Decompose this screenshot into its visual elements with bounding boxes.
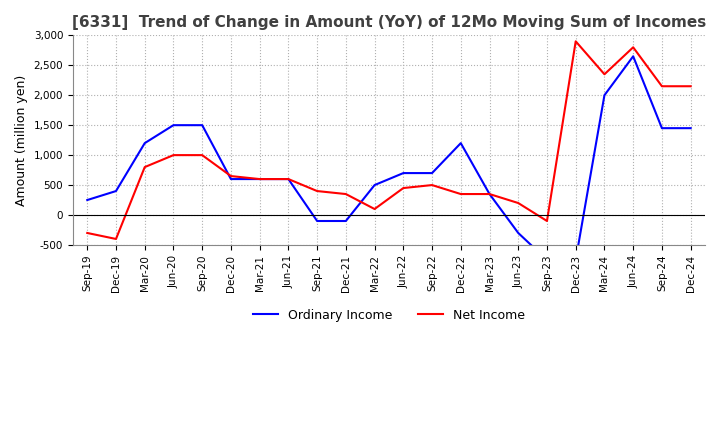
Net Income xyxy=(341,191,350,197)
Net Income xyxy=(83,230,91,235)
Line: Ordinary Income: Ordinary Income xyxy=(87,56,690,260)
Net Income xyxy=(312,188,321,194)
Legend: Ordinary Income, Net Income: Ordinary Income, Net Income xyxy=(248,304,530,327)
Net Income xyxy=(370,206,379,212)
Ordinary Income xyxy=(572,257,580,263)
Net Income xyxy=(284,176,293,182)
Ordinary Income xyxy=(629,54,637,59)
Net Income xyxy=(600,72,608,77)
Net Income xyxy=(112,236,120,242)
Ordinary Income xyxy=(169,122,178,128)
Ordinary Income xyxy=(256,176,264,182)
Net Income xyxy=(256,176,264,182)
Net Income xyxy=(572,39,580,44)
Net Income xyxy=(514,200,523,205)
Ordinary Income xyxy=(543,257,552,263)
Net Income xyxy=(198,153,207,158)
Ordinary Income xyxy=(600,92,608,98)
Ordinary Income xyxy=(686,125,695,131)
Ordinary Income xyxy=(140,140,149,146)
Line: Net Income: Net Income xyxy=(87,41,690,239)
Title: [6331]  Trend of Change in Amount (YoY) of 12Mo Moving Sum of Incomes: [6331] Trend of Change in Amount (YoY) o… xyxy=(72,15,706,30)
Net Income xyxy=(657,84,666,89)
Ordinary Income xyxy=(112,188,120,194)
Net Income xyxy=(227,173,235,179)
Ordinary Income xyxy=(514,230,523,235)
Net Income xyxy=(543,218,552,224)
Net Income xyxy=(428,183,436,188)
Net Income xyxy=(140,165,149,170)
Ordinary Income xyxy=(485,191,494,197)
Ordinary Income xyxy=(227,176,235,182)
Ordinary Income xyxy=(657,125,666,131)
Net Income xyxy=(456,191,465,197)
Ordinary Income xyxy=(341,218,350,224)
Ordinary Income xyxy=(456,140,465,146)
Net Income xyxy=(629,45,637,50)
Ordinary Income xyxy=(284,176,293,182)
Net Income xyxy=(485,191,494,197)
Ordinary Income xyxy=(428,170,436,176)
Net Income xyxy=(686,84,695,89)
Ordinary Income xyxy=(399,170,408,176)
Ordinary Income xyxy=(83,198,91,203)
Ordinary Income xyxy=(370,183,379,188)
Ordinary Income xyxy=(312,218,321,224)
Y-axis label: Amount (million yen): Amount (million yen) xyxy=(15,74,28,206)
Net Income xyxy=(399,185,408,191)
Ordinary Income xyxy=(198,122,207,128)
Net Income xyxy=(169,153,178,158)
